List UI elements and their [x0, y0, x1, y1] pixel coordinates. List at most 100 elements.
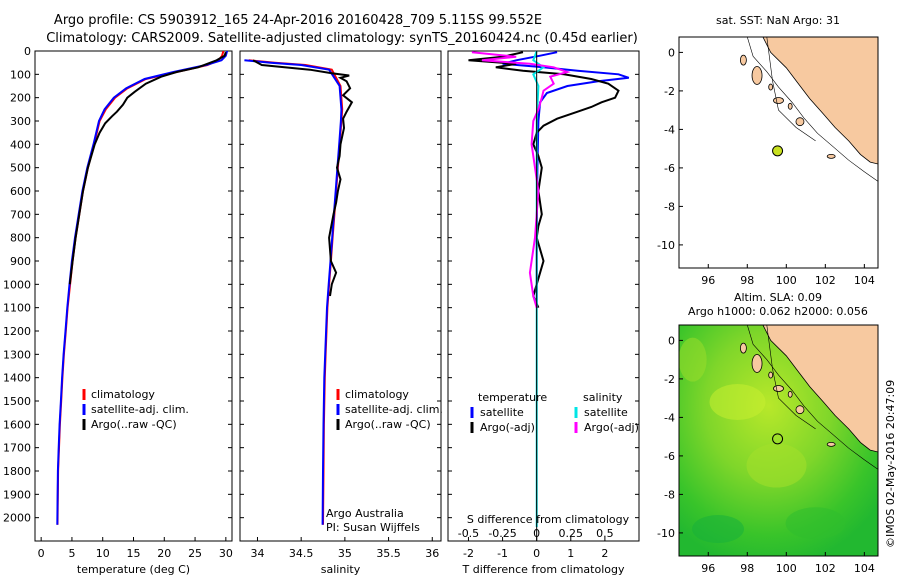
depth-contour [747, 37, 878, 182]
y-tick-label: 200 [10, 92, 31, 105]
s-tick-label: 0.25 [559, 527, 584, 540]
x-tick-label: 1 [567, 547, 574, 560]
y-tick-label: 1600 [3, 418, 31, 431]
sla-anomaly-patch [709, 384, 766, 420]
legend-label: climatology [345, 388, 409, 401]
salinity-lines [244, 59, 354, 525]
legend-label: satellite-adj. clim. [345, 403, 443, 416]
y-tick-label: 100 [10, 68, 31, 81]
temperature-lines [56, 51, 229, 525]
salinity-xlabel: salinity [321, 563, 361, 576]
argo-annotation: PI: Susan Wijffels [326, 521, 420, 534]
map-x-tick-label: 98 [740, 562, 754, 575]
x-tick-label: 2 [601, 547, 608, 560]
series-line-argo-raw-qc- [68, 51, 227, 285]
sumatra-land [762, 325, 878, 453]
x-tick-label: 35 [338, 547, 352, 560]
x-tick-label: -1 [497, 547, 508, 560]
s-tick-label: -0.25 [488, 527, 516, 540]
y-tick-label: 700 [10, 208, 31, 221]
sumatra-land [762, 37, 878, 165]
legend-label: Argo(-adj) [584, 421, 639, 434]
temperature-frame [34, 50, 233, 542]
map-x-tick-label: 96 [701, 274, 715, 287]
y-tick-label: 1500 [3, 395, 31, 408]
legend-label: Argo(..raw -QC) [91, 418, 177, 431]
island [826, 441, 836, 447]
y-tick-label: 1300 [3, 348, 31, 361]
x-tick-label: 10 [96, 547, 110, 560]
island [773, 97, 784, 104]
x-tick-label: 25 [188, 547, 202, 560]
y-tick-label: 600 [10, 185, 31, 198]
depth-contour [766, 37, 816, 142]
series-line-argo-raw-qc- [252, 59, 354, 297]
y-tick-label: 300 [10, 115, 31, 128]
y-tick-label: 0 [24, 45, 31, 58]
island [768, 83, 774, 91]
difference-panel: -2 -1 0 1 2 T difference from climatology -0.5… [447, 50, 640, 576]
map-y-tick-label: -8 [664, 488, 675, 501]
difference-frame [447, 50, 640, 542]
map-y-tick-label: -6 [664, 162, 675, 175]
legend-label: Argo(..raw -QC) [345, 418, 431, 431]
legend-label: Argo(-adj) [480, 421, 535, 434]
y-tick-label: 400 [10, 138, 31, 151]
argo-location-marker [772, 145, 784, 157]
x-tick-label: 0 [38, 547, 45, 560]
y-tick-label: 1800 [3, 465, 31, 478]
y-tick-label: 2000 [3, 512, 31, 525]
map-x-tick-label: 104 [854, 274, 875, 287]
map-x-tick-label: 100 [776, 274, 797, 287]
figure-title-line2: Climatology: CARS2009. Satellite-adjuste… [46, 31, 638, 46]
x-tick-label: 5 [68, 547, 75, 560]
legend-label: satellite-adj. clim. [91, 403, 189, 416]
x-tick-label: 15 [127, 547, 141, 560]
temperature-panel: 0100200300400500600700800900100011001200… [3, 45, 233, 576]
x-tick-label: 35.5 [376, 547, 401, 560]
sla-map-title: Altim. SLA: 0.09 [734, 291, 822, 304]
sla-map-content [679, 325, 878, 556]
y-tick-label: 800 [10, 232, 31, 245]
sla-anomaly-patch [679, 337, 707, 382]
sla-anomaly-patch [785, 507, 846, 540]
map-y-tick-label: -2 [664, 85, 675, 98]
y-tick-label: 900 [10, 255, 31, 268]
sst-map-frame [678, 36, 879, 269]
temperature-xlabel: temperature (deg C) [77, 563, 190, 576]
legend-title-salinity: salinity [583, 391, 623, 404]
x-tick-label: 36 [425, 547, 439, 560]
island [787, 102, 793, 110]
figure-title-line1: Argo profile: CS 5903912_165 24-Apr-2016… [54, 13, 542, 28]
difference-xlabel: T difference from climatology [462, 563, 625, 576]
map-y-tick-label: -8 [664, 200, 675, 213]
depth-contour [747, 325, 878, 470]
depth-contour [766, 325, 816, 430]
map-x-tick-label: 102 [815, 274, 836, 287]
island [739, 54, 747, 66]
credit-label: ©IMOS 02-May-2016 20:47:09 [884, 380, 897, 548]
sst-map-title: sat. SST: NaN Argo: 31 [716, 14, 840, 27]
map-x-tick-label: 104 [854, 562, 875, 575]
sst-map-panel: sat. SST: NaN Argo: 31 96 98 100 102 104 0 -2 -4… [657, 14, 879, 287]
legend-title-temperature: temperature [478, 391, 547, 404]
s-tick-label: 0.5 [596, 527, 614, 540]
x-tick-label: 30 [219, 547, 233, 560]
y-tick-label: 1200 [3, 325, 31, 338]
s-tick-label: -0.5 [458, 527, 479, 540]
y-tick-label: 500 [10, 162, 31, 175]
map-y-tick-label: 0 [668, 334, 675, 347]
map-y-tick-label: -2 [664, 373, 675, 386]
map-y-tick-label: -4 [664, 123, 675, 136]
s-tick-label: 0 [533, 527, 540, 540]
legend-label: satellite [480, 406, 524, 419]
x-tick-label: 34.5 [289, 547, 314, 560]
legend-label: satellite [584, 406, 628, 419]
island [751, 354, 763, 373]
y-tick-label: 1900 [3, 488, 31, 501]
map-y-tick-label: 0 [668, 46, 675, 59]
series-line-t-argo-adj- [468, 51, 620, 309]
x-tick-label: -2 [463, 547, 474, 560]
